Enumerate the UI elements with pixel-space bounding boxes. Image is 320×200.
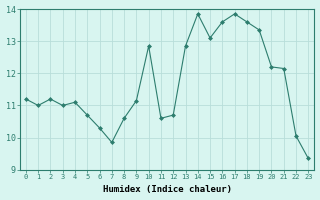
X-axis label: Humidex (Indice chaleur): Humidex (Indice chaleur)	[103, 185, 232, 194]
